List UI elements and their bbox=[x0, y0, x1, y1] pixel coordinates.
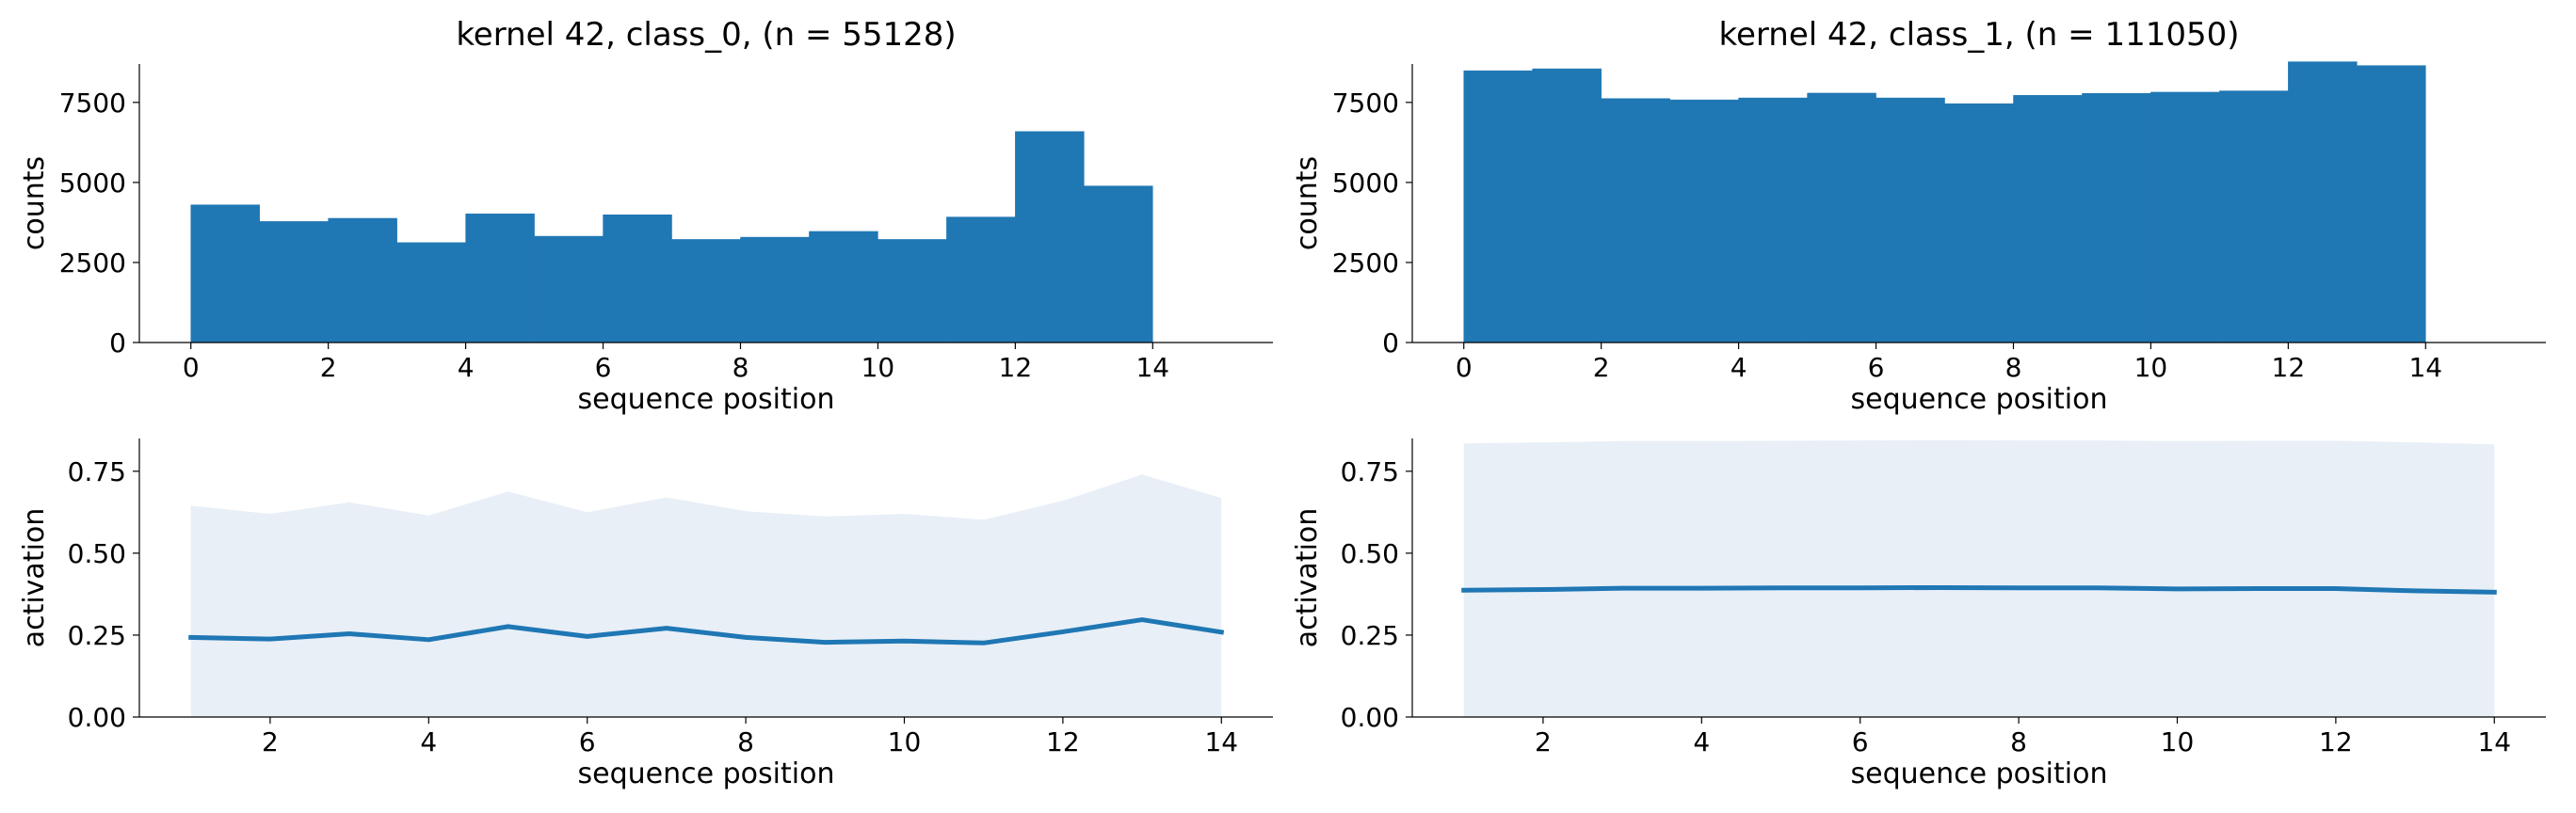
chart-panel-bottom-left: 2 4 6 8 10 12 14 0.00 0.25 0.50 0.75 sequence posit… bbox=[18, 438, 1273, 790]
x-tick-label: 14 bbox=[1135, 352, 1169, 383]
histogram-bar bbox=[2082, 93, 2151, 343]
histogram-bar bbox=[1532, 68, 1602, 343]
x-tick-label: 6 bbox=[1852, 726, 1869, 757]
histogram-bar bbox=[1015, 131, 1085, 343]
x-axis-label: sequence position bbox=[578, 757, 835, 790]
y-tick-label: 0.50 bbox=[68, 538, 126, 569]
histogram-bar bbox=[259, 221, 329, 343]
chart-title: kernel 42, class_1, (n = 111050) bbox=[1719, 16, 2240, 54]
x-axis-label: sequence position bbox=[578, 383, 835, 416]
histogram-bar bbox=[877, 239, 947, 343]
y-tick-label: 7500 bbox=[59, 88, 126, 119]
histogram-bar bbox=[1944, 103, 2014, 343]
x-tick-label: 4 bbox=[458, 352, 475, 383]
y-tick-label: 0.25 bbox=[1341, 620, 1399, 651]
chart-panel-bottom-right: 2 4 6 8 10 12 14 0.00 0.25 0.50 0.75 sequence posit… bbox=[1291, 438, 2546, 790]
x-tick-label: 4 bbox=[1731, 352, 1747, 383]
y-tick-label: 2500 bbox=[59, 247, 126, 279]
histogram-bar bbox=[946, 216, 1016, 343]
histogram-bar bbox=[190, 204, 260, 343]
histogram-bar bbox=[534, 235, 604, 343]
x-tick-label: 4 bbox=[1693, 726, 1710, 757]
x-tick-label: 10 bbox=[2161, 726, 2195, 757]
y-tick-label: 0.00 bbox=[68, 702, 126, 733]
histogram-bar bbox=[671, 239, 741, 343]
y-tick-label: 7500 bbox=[1332, 88, 1399, 119]
x-tick-label: 10 bbox=[888, 726, 922, 757]
x-tick-label: 2 bbox=[320, 352, 337, 383]
histogram-bar bbox=[1601, 98, 1670, 343]
y-tick-label: 0.75 bbox=[68, 456, 126, 487]
histogram-bar bbox=[2219, 90, 2289, 343]
x-tick-label: 6 bbox=[1868, 352, 1885, 383]
y-tick-label: 0.75 bbox=[1341, 456, 1399, 487]
y-axis-label: activation bbox=[18, 508, 51, 648]
x-tick-label: 12 bbox=[2272, 352, 2306, 383]
x-tick-label: 2 bbox=[262, 726, 279, 757]
y-tick-label: 2500 bbox=[1332, 247, 1399, 279]
x-tick-label: 4 bbox=[420, 726, 437, 757]
y-tick-label: 0 bbox=[109, 327, 126, 359]
x-tick-label: 14 bbox=[2477, 726, 2511, 757]
histogram-bar bbox=[328, 217, 397, 343]
x-tick-label: 8 bbox=[733, 352, 749, 383]
x-axis-label: sequence position bbox=[1851, 757, 2108, 790]
x-tick-label: 10 bbox=[861, 352, 895, 383]
histogram-bar bbox=[1669, 99, 1739, 343]
x-tick-label: 0 bbox=[1456, 352, 1473, 383]
x-tick-label: 12 bbox=[999, 352, 1033, 383]
x-tick-label: 14 bbox=[2408, 352, 2442, 383]
x-tick-label: 8 bbox=[737, 726, 754, 757]
activation-band bbox=[190, 474, 1222, 717]
activation-band bbox=[1463, 439, 2495, 717]
histogram-bar bbox=[2013, 95, 2083, 343]
histogram-bar bbox=[2150, 91, 2220, 343]
histogram-bar bbox=[1807, 92, 1876, 343]
x-tick-label: 12 bbox=[2319, 726, 2353, 757]
histogram-bar bbox=[396, 242, 466, 343]
y-tick-label: 0.50 bbox=[1341, 538, 1399, 569]
x-tick-label: 8 bbox=[2005, 352, 2022, 383]
y-tick-label: 0.00 bbox=[1341, 702, 1399, 733]
histogram-bar bbox=[2357, 65, 2426, 343]
y-tick-label: 5000 bbox=[1332, 167, 1399, 199]
histogram-bar bbox=[603, 214, 672, 343]
y-axis-label: counts bbox=[1291, 156, 1324, 250]
x-tick-label: 12 bbox=[1046, 726, 1080, 757]
activation-mean-line bbox=[188, 617, 1225, 646]
x-tick-label: 14 bbox=[1204, 726, 1238, 757]
y-tick-label: 5000 bbox=[59, 167, 126, 199]
histogram-bar bbox=[809, 231, 878, 343]
chart-title: kernel 42, class_0, (n = 55128) bbox=[456, 16, 956, 54]
histogram-bar bbox=[2288, 61, 2358, 343]
x-tick-label: 2 bbox=[1593, 352, 1610, 383]
x-axis-label: sequence position bbox=[1851, 383, 2108, 416]
activation-mean-line bbox=[1461, 584, 2497, 595]
x-tick-label: 6 bbox=[595, 352, 612, 383]
histogram-bar bbox=[740, 236, 810, 343]
histogram-bar bbox=[1738, 97, 1808, 343]
y-tick-label: 0.25 bbox=[68, 620, 126, 651]
histogram-bar bbox=[465, 213, 535, 343]
x-tick-label: 6 bbox=[579, 726, 596, 757]
histogram-bar bbox=[1463, 70, 1533, 343]
y-axis-label: activation bbox=[1291, 508, 1324, 648]
x-tick-label: 0 bbox=[183, 352, 200, 383]
x-tick-label: 2 bbox=[1535, 726, 1552, 757]
chart-panel-top-left: 0 2 4 6 8 10 12 14 0 2500 5000 7500 sequence positio… bbox=[18, 16, 1273, 416]
y-tick-label: 0 bbox=[1382, 327, 1399, 359]
histogram-bar bbox=[1876, 97, 1945, 343]
chart-panel-top-right: 0 2 4 6 8 10 12 14 0 2500 5000 7500 sequence positio… bbox=[1291, 16, 2546, 416]
y-axis-label: counts bbox=[18, 156, 51, 250]
histogram-bar bbox=[1084, 185, 1153, 343]
x-tick-label: 8 bbox=[2010, 726, 2027, 757]
x-tick-label: 10 bbox=[2134, 352, 2168, 383]
